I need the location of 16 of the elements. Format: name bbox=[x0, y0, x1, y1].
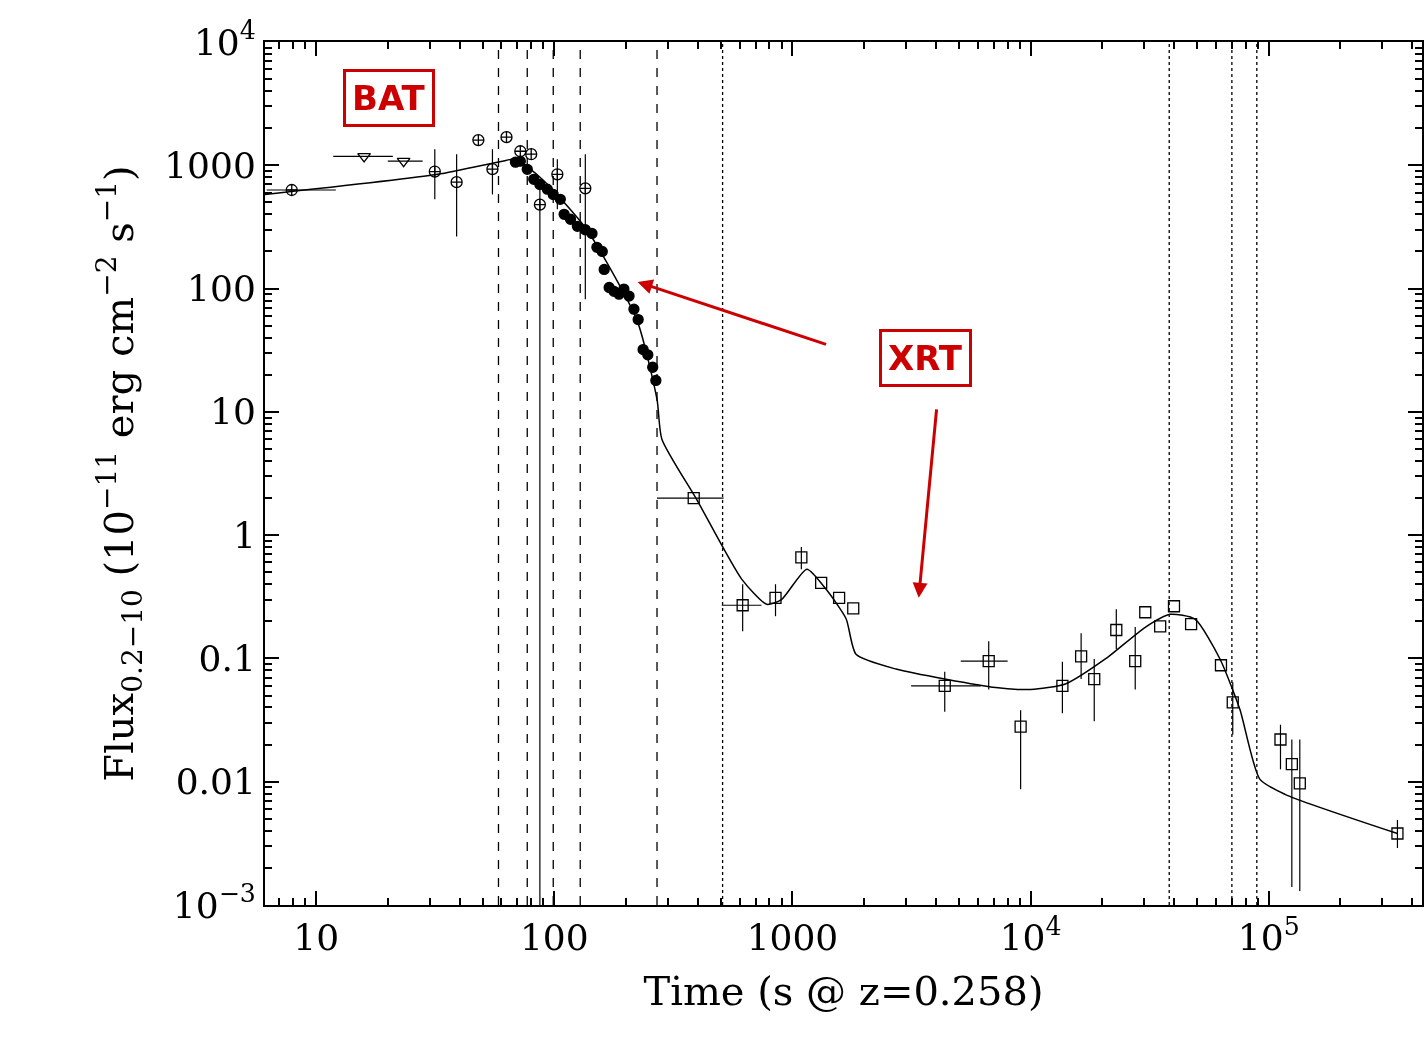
x-tick-label: 10$^{4}$ bbox=[999, 912, 1062, 959]
y-tick-label: 1 bbox=[232, 514, 256, 556]
y-tick-label: 10 bbox=[209, 391, 256, 433]
y-tick-label: 0.1 bbox=[198, 638, 256, 680]
y-tick-label: 0.01 bbox=[175, 761, 256, 803]
y-tick-label: 100 bbox=[187, 268, 256, 310]
x-tick-label: 10$^{5}$ bbox=[1237, 912, 1300, 959]
y-tick-label: 10$^{4}$ bbox=[193, 16, 256, 63]
x-axis-title: Time (s @ z=0.258) bbox=[643, 968, 1044, 1015]
annotation: XRT bbox=[888, 338, 963, 378]
y-tick-label: 1000 bbox=[164, 144, 256, 186]
y-tick-label: 10$^{−3}$ bbox=[172, 879, 256, 926]
x-tick-label: 100 bbox=[519, 917, 589, 959]
annotation: BAT bbox=[352, 78, 426, 118]
x-tick-label: 10 bbox=[293, 917, 340, 959]
x-tick-label: 1000 bbox=[746, 917, 839, 959]
